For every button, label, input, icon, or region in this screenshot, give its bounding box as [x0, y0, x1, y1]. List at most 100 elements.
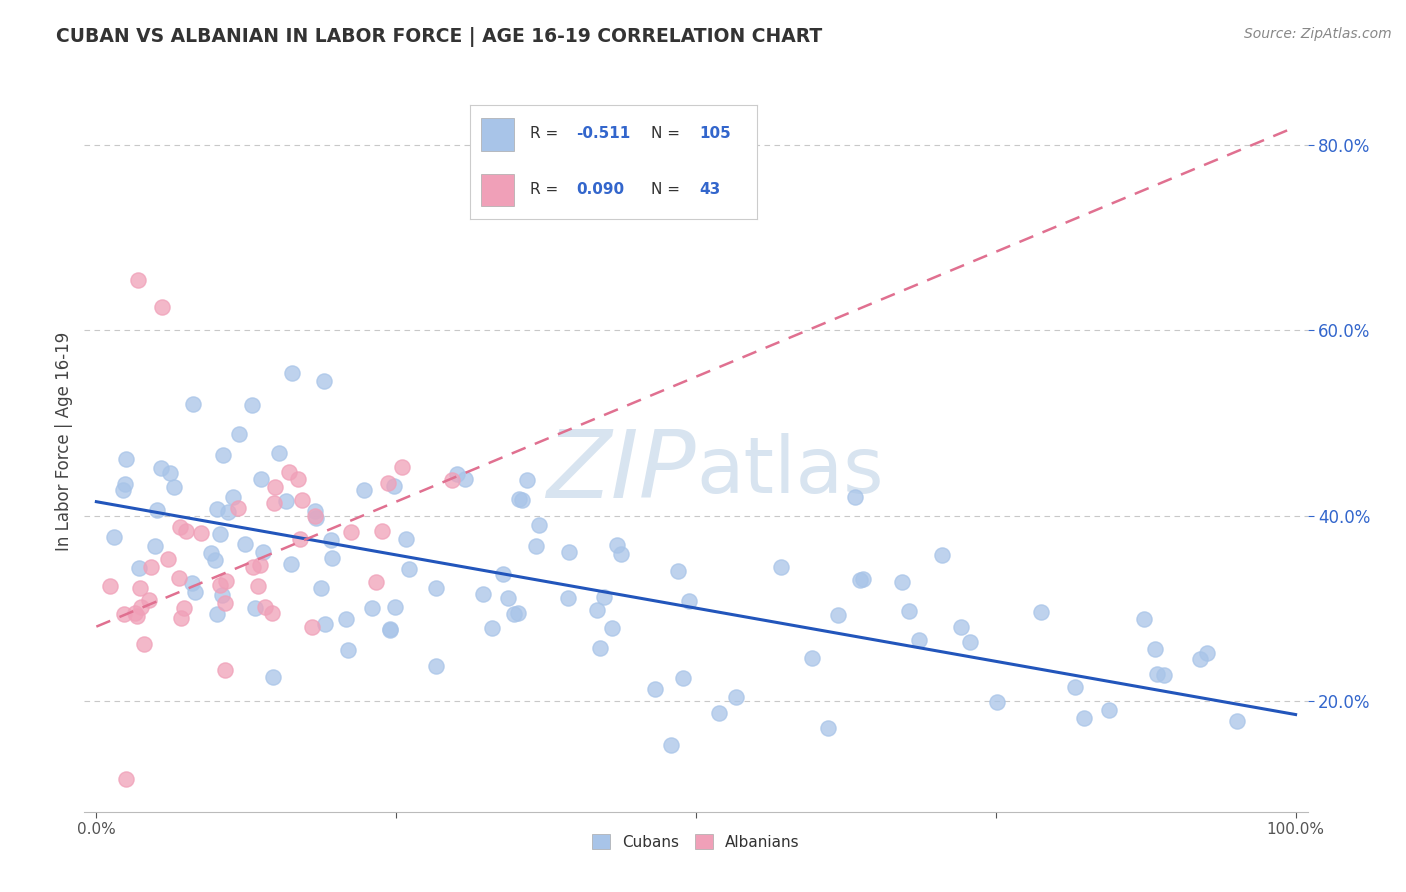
- Point: [337, 643, 360, 657]
- Point: [986, 695, 1008, 709]
- Point: [558, 545, 581, 559]
- Point: [1189, 652, 1212, 666]
- Point: [277, 465, 299, 479]
- Point: [364, 574, 387, 589]
- Point: [242, 559, 264, 574]
- Point: [666, 565, 689, 579]
- Point: [471, 587, 494, 601]
- Point: [600, 621, 623, 635]
- Point: [114, 452, 136, 467]
- Point: [141, 560, 163, 574]
- Point: [173, 600, 195, 615]
- Point: [1064, 680, 1087, 694]
- Point: [249, 472, 271, 486]
- Point: [208, 577, 231, 591]
- Point: [280, 558, 302, 572]
- Point: [204, 552, 226, 566]
- Point: [290, 532, 312, 546]
- Point: [304, 510, 326, 524]
- Point: [557, 591, 579, 606]
- Point: [678, 594, 700, 608]
- Point: [950, 620, 973, 634]
- Point: [380, 623, 402, 637]
- Point: [214, 596, 236, 610]
- Point: [898, 604, 921, 618]
- Point: [378, 622, 401, 636]
- Point: [260, 607, 283, 621]
- Point: [228, 426, 250, 441]
- Text: atlas: atlas: [696, 434, 883, 509]
- Point: [508, 607, 530, 621]
- Point: [156, 552, 179, 566]
- Point: [606, 538, 628, 552]
- Point: [1146, 667, 1168, 681]
- Point: [128, 561, 150, 575]
- Point: [391, 460, 413, 475]
- Point: [211, 448, 233, 462]
- Point: [510, 492, 533, 507]
- Point: [1143, 642, 1166, 657]
- Point: [644, 681, 666, 696]
- Point: [214, 663, 236, 677]
- Point: [382, 479, 405, 493]
- Point: [112, 607, 135, 621]
- Point: [281, 366, 304, 380]
- Point: [127, 272, 149, 286]
- Point: [163, 479, 186, 493]
- Point: [263, 496, 285, 510]
- Point: [249, 558, 271, 573]
- Point: [205, 607, 228, 621]
- Point: [503, 607, 526, 621]
- Point: [817, 721, 839, 735]
- Point: [115, 772, 138, 787]
- Point: [184, 585, 207, 599]
- Point: [1195, 646, 1218, 660]
- Point: [247, 579, 270, 593]
- Point: [769, 560, 792, 574]
- Point: [134, 637, 156, 651]
- Point: [169, 570, 191, 584]
- Point: [146, 503, 169, 517]
- Point: [200, 546, 222, 560]
- Point: [301, 619, 323, 633]
- Point: [240, 398, 263, 412]
- Point: [321, 550, 343, 565]
- Point: [908, 632, 931, 647]
- Point: [254, 599, 277, 614]
- Point: [309, 582, 332, 596]
- Point: [287, 472, 309, 486]
- Point: [890, 574, 912, 589]
- Legend: Cubans, Albanians: Cubans, Albanians: [586, 828, 806, 856]
- Text: Source: ZipAtlas.com: Source: ZipAtlas.com: [1244, 27, 1392, 41]
- Point: [274, 494, 297, 508]
- Point: [589, 641, 612, 656]
- Text: ZIP: ZIP: [547, 425, 696, 516]
- Point: [516, 473, 538, 487]
- Point: [1153, 668, 1175, 682]
- Point: [125, 609, 148, 624]
- Point: [849, 573, 872, 587]
- Point: [209, 527, 232, 541]
- Point: [264, 480, 287, 494]
- Point: [124, 606, 146, 620]
- Point: [226, 501, 249, 516]
- Point: [159, 466, 181, 480]
- Point: [440, 473, 463, 487]
- Point: [321, 533, 343, 547]
- Point: [371, 524, 394, 539]
- Point: [129, 582, 152, 596]
- Point: [398, 562, 420, 576]
- Point: [217, 505, 239, 519]
- Point: [143, 539, 166, 553]
- Point: [269, 445, 291, 459]
- Point: [138, 592, 160, 607]
- Point: [103, 530, 125, 544]
- Point: [360, 601, 382, 615]
- Point: [291, 492, 314, 507]
- Point: [1073, 711, 1095, 725]
- Point: [395, 532, 418, 546]
- Point: [180, 575, 202, 590]
- Point: [233, 537, 256, 551]
- Point: [801, 651, 824, 665]
- Point: [1225, 714, 1247, 728]
